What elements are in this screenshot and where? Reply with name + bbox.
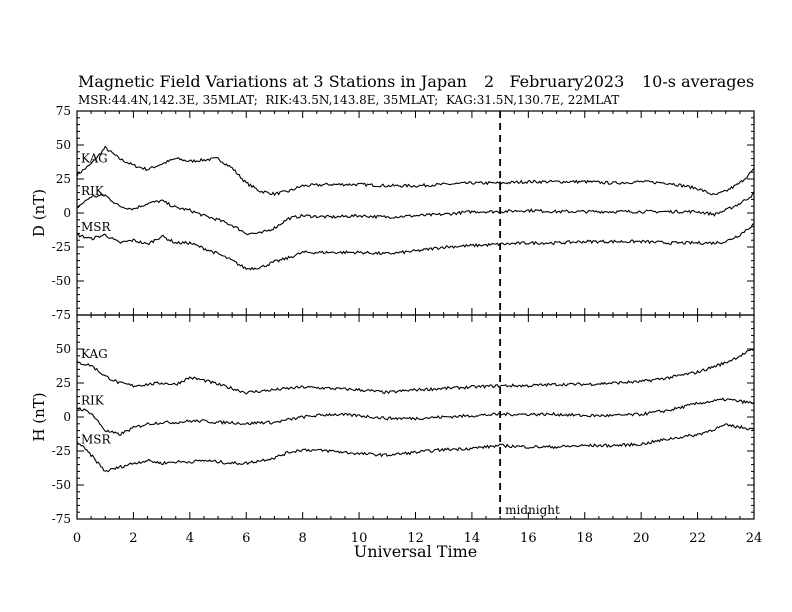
series-line-msr (76, 423, 755, 473)
x-tick-label: 4 (186, 531, 194, 546)
y-tick-label: 75 (56, 104, 71, 118)
panel-frame (76, 110, 755, 316)
x-tick-label: 14 (464, 531, 481, 546)
series-label-kag: KAG (81, 151, 108, 165)
series-label-msr: MSR (81, 220, 112, 234)
series-line-msr (76, 223, 755, 271)
y-tick-label: 25 (56, 376, 71, 390)
midnight-label: midnight (505, 503, 560, 517)
panel-1: 75 50 25 0 -25 -50 -75 D (nT) KAG RIK MSR (30, 104, 755, 322)
y-tick-label: 50 (56, 138, 71, 152)
x-tick-label: 24 (746, 531, 763, 546)
x-tick-label: 16 (520, 531, 537, 546)
series-line-kag (76, 348, 755, 395)
x-tick-label: 8 (299, 531, 307, 546)
chart-title: Magnetic Field Variations at 3 Stations … (78, 72, 467, 91)
y-axis-label: H (nT) (30, 392, 48, 441)
y-tick-label: -25 (52, 240, 71, 254)
y-tick-label: 0 (63, 206, 71, 220)
y-tick-label: 50 (56, 342, 71, 356)
series-label-msr: MSR (81, 433, 112, 447)
x-tick-label: 0 (73, 531, 81, 546)
series-line-rik (76, 397, 755, 436)
chart-averaging: 10-s averages (642, 72, 755, 91)
series-label-rik: RIK (81, 184, 105, 198)
x-tick-label: 2 (129, 531, 137, 546)
chart-date: 2 February2023 (484, 72, 625, 91)
x-tick-label: 22 (689, 531, 706, 546)
y-axis-label: D (nT) (30, 189, 48, 237)
series-label-rik: RIK (81, 394, 105, 408)
y-tick-label: -50 (52, 478, 71, 492)
y-tick-label: -75 (52, 308, 71, 322)
x-axis-label: Universal Time (354, 542, 477, 561)
panel-frame (76, 314, 755, 520)
x-tick-label: 12 (407, 531, 424, 546)
y-tick-label: -25 (52, 444, 71, 458)
series-line-kag (76, 145, 755, 197)
x-tick-label: 20 (633, 531, 650, 546)
panel-2: 50 25 0 -25 -50 -75 H (nT) KAG RIK MSR (30, 314, 755, 526)
x-tick-label: 6 (242, 531, 250, 546)
y-tick-label: -75 (52, 512, 71, 526)
chart-subtitle: MSR:44.4N,142.3E, 35MLAT; RIK:43.5N,143.… (78, 93, 620, 107)
y-tick-label: 25 (56, 172, 71, 186)
y-tick-label: -50 (52, 274, 71, 288)
y-tick-label: 0 (63, 410, 71, 424)
x-tick-label: 18 (576, 531, 593, 546)
series-label-kag: KAG (81, 347, 108, 361)
series-line-rik (76, 192, 755, 236)
x-tick-label: 10 (351, 531, 368, 546)
